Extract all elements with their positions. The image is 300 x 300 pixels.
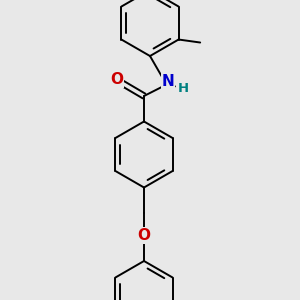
Text: O: O — [110, 72, 124, 87]
Text: O: O — [137, 228, 151, 243]
Text: N: N — [162, 74, 174, 88]
Text: H: H — [177, 82, 189, 95]
